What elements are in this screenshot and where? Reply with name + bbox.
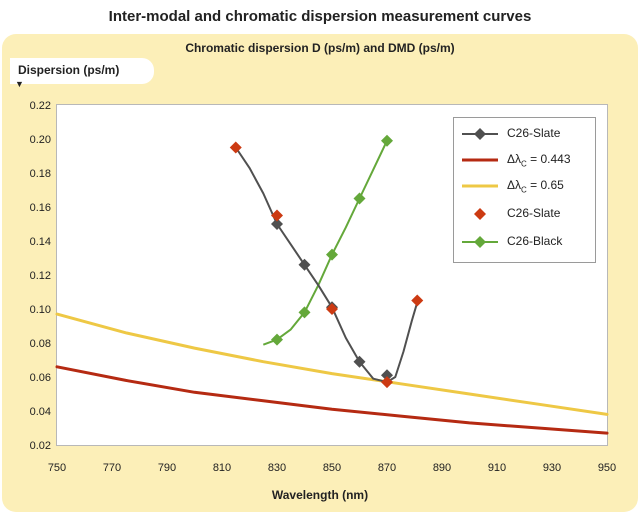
y-tick-label: 0.18 [30,168,51,180]
legend-line-diamond-icon [462,236,498,248]
data-point-marker [229,141,242,154]
legend-item-c26-slate-markers: C26-Slate [454,202,597,226]
data-point-marker [381,376,393,389]
legend-line-icon [462,184,498,188]
legend-item-dlc-065: ΔλC = 0.65 [454,174,597,198]
legend-item-c26-slate-line: C26-Slate [454,122,597,146]
y-axis-label: Dispersion (ps/m) [10,58,154,84]
legend: C26-Slate ΔλC = 0.443 ΔλC = 0.65 C26-Sla… [453,117,596,263]
series-line [55,312,609,416]
legend-diamond-icon [474,208,486,220]
x-tick-label: 750 [48,462,66,474]
series-line [262,140,388,346]
y-tick-label: 0.08 [30,338,51,350]
x-tick-label: 910 [488,462,506,474]
figure-title: Inter-modal and chromatic dispersion mea… [108,8,532,25]
x-tick-label: 950 [598,462,616,474]
data-point-marker [353,355,366,368]
data-point-marker [353,192,366,205]
x-tick-label: 850 [323,462,341,474]
data-point-marker [271,218,283,230]
x-tick-label: 810 [213,462,231,474]
x-tick-label: 890 [433,462,451,474]
x-tick-label: 870 [378,462,396,474]
data-point-marker [326,303,338,315]
legend-label: ΔλC = 0.65 [507,178,564,195]
x-tick-label: 770 [103,462,121,474]
data-point-marker [271,209,283,222]
y-tick-label: 0.10 [30,304,51,316]
y-tick-label: 0.06 [30,372,51,384]
series-2 [55,312,609,416]
data-point-marker [326,248,338,261]
data-point-marker [381,134,393,147]
y-axis-arrow-icon: ▼ [15,79,24,89]
legend-label: C26-Black [507,234,563,248]
series-line [234,146,419,384]
legend-label: C26-Slate [507,206,561,220]
x-tick-labels: 750 770 790 810 830 850 870 890 910 930 950 [48,462,616,474]
y-tick-label: 0.16 [30,202,51,214]
data-point-marker [381,369,393,382]
series-4 [262,134,393,346]
y-tick-label: 0.22 [30,100,51,112]
x-tick-label: 830 [268,462,286,474]
series-1 [55,365,609,435]
series-3 [229,141,424,389]
chart-title: Chromatic dispersion D (ps/m) and DMD (p… [185,41,455,55]
x-tick-label: 790 [158,462,176,474]
y-tick-label: 0.02 [30,440,51,452]
y-tick-label: 0.12 [30,270,51,282]
legend-label: C26-Slate [507,126,561,140]
series-layer [55,134,609,435]
data-point-marker [298,306,311,319]
x-axis-label: Wavelength (nm) [271,488,369,502]
y-tick-labels: 0.02 0.04 0.06 0.08 0.10 0.12 0.14 0.16 0.18 0.20… [30,100,51,452]
y-tick-label: 0.04 [30,406,51,418]
legend-item-c26-black: C26-Black [454,230,597,254]
data-point-marker [411,294,424,307]
data-point-marker [271,333,283,346]
y-tick-label: 0.14 [30,236,51,248]
series-line [55,365,609,435]
data-point-marker [298,258,311,271]
legend-line-diamond-icon [462,128,498,140]
y-tick-label: 0.20 [30,134,51,146]
legend-item-dlc-0443: ΔλC = 0.443 [454,148,597,172]
legend-line-icon [462,158,498,162]
legend-label: ΔλC = 0.443 [507,152,571,169]
x-tick-label: 930 [543,462,561,474]
